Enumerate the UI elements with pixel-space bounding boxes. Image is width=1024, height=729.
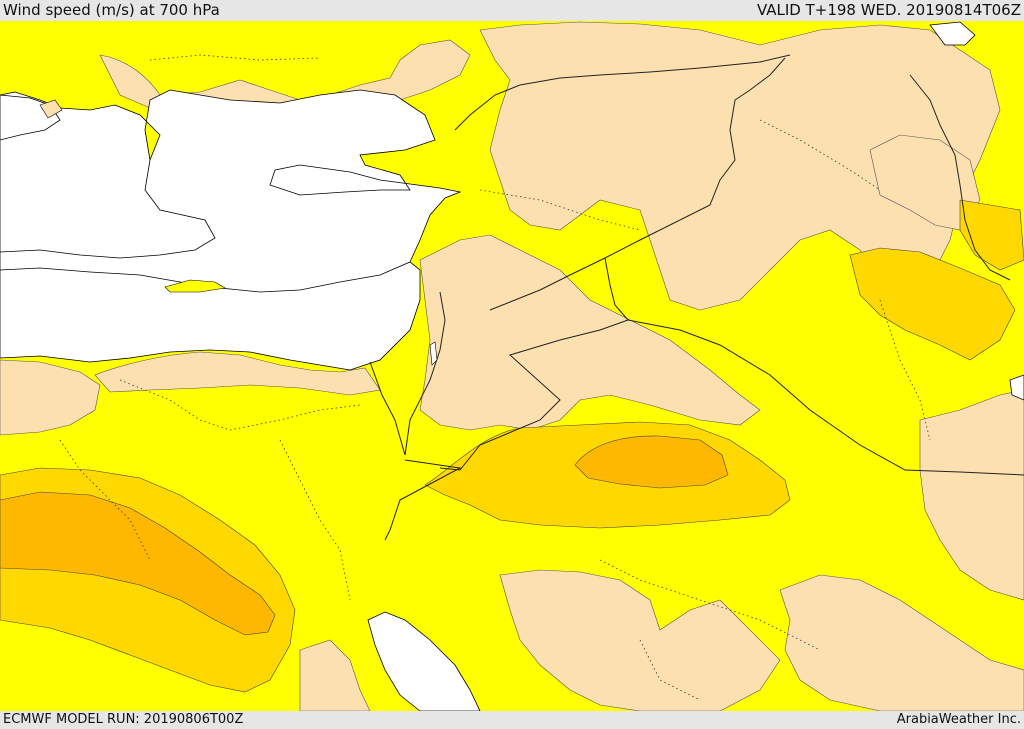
country-borders [369,54,1024,541]
calm-region-syria-iraq [479,21,1001,311]
border-iraq-saudi [627,319,1024,476]
dead-sea [429,341,438,366]
border-iraq-iran [909,74,1011,281]
border-jordan-saudi [439,257,629,471]
high-band-saudi-north [574,435,729,489]
province-line [59,439,151,561]
mid-band-iran-west [959,199,1024,271]
red-sea [367,611,481,711]
seas [0,21,1024,711]
province-line [149,54,321,61]
valid-time: VALID T+198 WED. 20190814T06Z [756,1,1021,19]
province-line [479,189,641,231]
wind-band-high [0,435,729,636]
province-lines [59,54,931,701]
border-egypt-saudi-gulf [384,459,462,541]
caspian-hint [929,21,976,46]
islands [39,99,438,366]
province-line [879,299,931,441]
map-title: Wind speed (m/s) at 700 hPa [3,1,220,19]
border-egypt-israel [369,361,406,456]
crete-island [164,279,226,293]
model-run: ECMWF MODEL RUN: 20190806T00Z [3,712,244,727]
mediterranean-sea [0,89,462,371]
footer-bar: ECMWF MODEL RUN: 20190806T00Z ArabiaWeat… [0,711,1024,729]
border-syria-iraq [489,57,786,311]
header-bar: Wind speed (m/s) at 700 hPa VALID T+198 … [0,0,1024,21]
credit-text: ArabiaWeather Inc. [896,712,1021,727]
calm-region-gulf [919,389,1024,601]
province-line [119,379,361,431]
wind-speed-map [0,21,1024,711]
calm-region-sinai-south [299,639,371,711]
province-line [599,559,821,651]
province-line [639,639,701,701]
border-israel-jordan [404,291,446,456]
calm-region-libya [0,359,101,436]
mid-band-iraq [849,247,1016,361]
calm-region-saudi-east [779,574,1024,711]
calm-wind-regions [0,21,1024,711]
high-band-libya [0,491,276,636]
persian-gulf-hint [1009,374,1024,401]
rhodes-island [39,99,63,119]
border-turkey-syria [454,54,791,131]
calm-region-egypt-coast [94,351,381,396]
